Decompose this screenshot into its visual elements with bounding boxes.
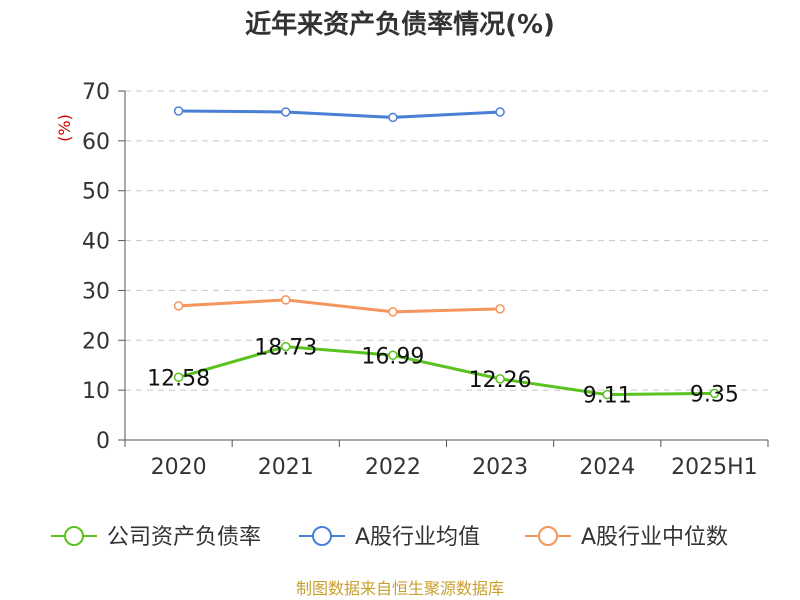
source-note: 制图数据来自恒生聚源数据库 — [296, 579, 504, 598]
x-tick-label: 2022 — [365, 455, 421, 480]
data-label: 9.35 — [690, 382, 739, 407]
y-tick-label: 60 — [82, 130, 110, 155]
series-line — [178, 298, 501, 314]
chart-title: 近年来资产负债率情况(%) — [245, 9, 555, 40]
y-tick-label: 0 — [96, 429, 110, 454]
legend-marker — [538, 526, 558, 546]
data-point — [281, 107, 291, 117]
data-labels: 12.58 18.73 16.99 12.26 9.11 9.35 — [147, 336, 739, 409]
data-point — [173, 106, 184, 116]
x-tick-label: 2020 — [151, 455, 207, 480]
x-tick-label: 2023 — [472, 455, 528, 480]
data-point — [388, 307, 398, 317]
data-label: 9.11 — [583, 384, 632, 409]
legend-marker — [64, 526, 84, 546]
data-point — [388, 350, 398, 361]
y-axis-unit-label: (%) — [55, 114, 74, 142]
series-1 — [173, 106, 505, 123]
legend-item[interactable]: A股行业中位数 — [525, 525, 728, 550]
y-tick-label: 40 — [82, 230, 110, 255]
y-tick-label: 50 — [82, 180, 110, 205]
y-tick-label: 10 — [82, 379, 110, 404]
legend[interactable]: 公司资产负债率 A股行业均值 A股行业中位数 — [51, 525, 728, 550]
data-point — [495, 304, 505, 314]
series-2 — [173, 295, 505, 317]
data-point — [709, 388, 720, 399]
x-tick-label: 2025H1 — [671, 455, 758, 480]
x-tick-label: 2024 — [579, 455, 635, 480]
axes: 0 10 20 30 40 50 60 70 2020 2021 2022 2023 2024 2025H… — [82, 80, 769, 480]
legend-item[interactable]: 公司资产负债率 — [51, 525, 261, 550]
y-tick-label: 30 — [82, 279, 110, 304]
x-tick-label: 2021 — [258, 455, 314, 480]
y-tick-label: 20 — [82, 329, 110, 354]
data-point — [602, 389, 612, 400]
data-label: 18.73 — [254, 336, 317, 361]
legend-label: A股行业中位数 — [581, 525, 728, 550]
data-point — [173, 301, 184, 311]
series-line — [178, 345, 715, 397]
data-point — [388, 112, 398, 123]
data-point — [281, 341, 291, 352]
data-label: 12.26 — [469, 368, 532, 393]
grid-lines — [125, 90, 768, 391]
data-point — [281, 295, 291, 305]
y-tick-label: 70 — [82, 80, 110, 105]
legend-item[interactable]: A股行业均值 — [299, 525, 480, 550]
legend-label: A股行业均值 — [355, 525, 480, 550]
data-label: 16.99 — [361, 344, 424, 369]
data-point — [495, 374, 505, 384]
legend-label: 公司资产负债率 — [107, 525, 261, 550]
legend-marker — [312, 526, 332, 546]
data-label: 12.58 — [147, 366, 210, 391]
series-lines — [173, 106, 720, 400]
series-0 — [173, 341, 720, 400]
data-point — [173, 372, 184, 383]
data-point — [495, 107, 505, 117]
series-line — [178, 109, 501, 119]
